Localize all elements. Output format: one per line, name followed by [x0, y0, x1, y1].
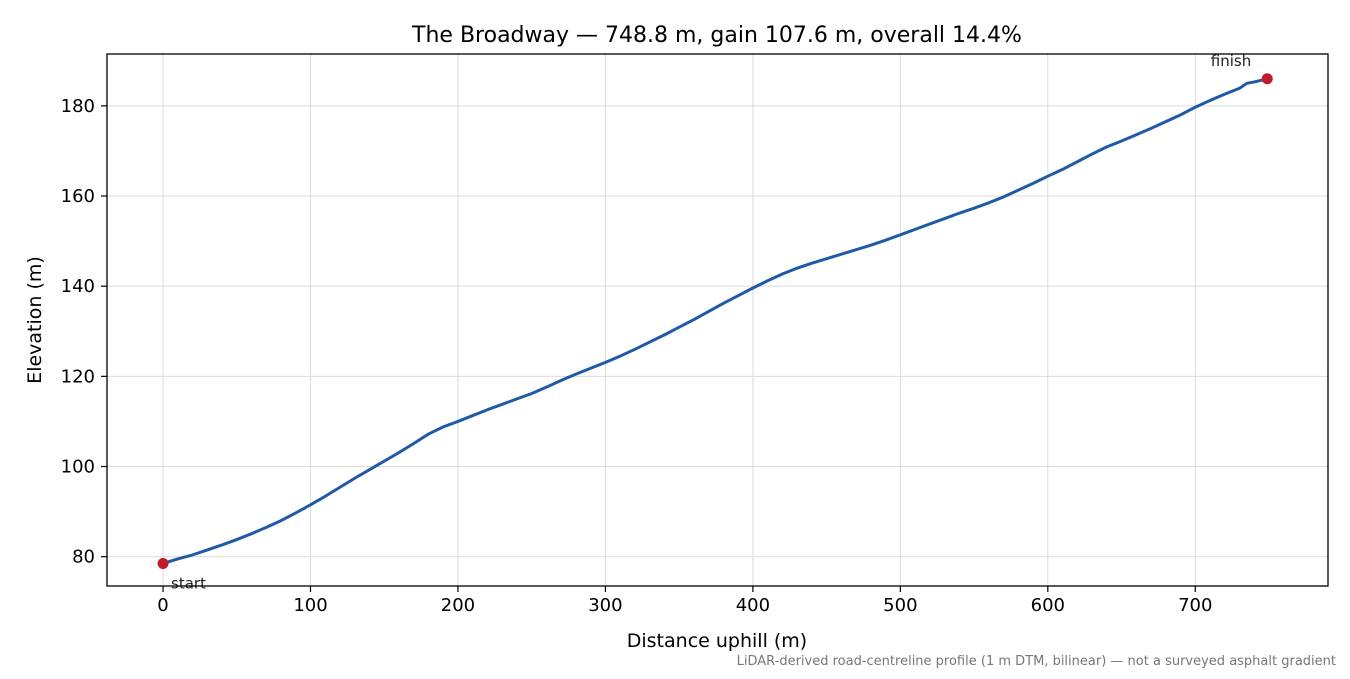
- y-tick-label: 100: [61, 457, 95, 478]
- x-tick-label: 0: [157, 595, 168, 616]
- footnote: LiDAR-derived road-centreline profile (1…: [737, 654, 1336, 669]
- x-tick-label: 600: [1031, 595, 1065, 616]
- grid-layer: [107, 54, 1328, 586]
- x-tick-label: 300: [588, 595, 622, 616]
- x-tick-label: 500: [883, 595, 917, 616]
- x-tick-label: 100: [293, 595, 327, 616]
- y-tick-label: 140: [61, 276, 95, 297]
- x-tick-label: 700: [1178, 595, 1212, 616]
- x-tick-label: 200: [441, 595, 475, 616]
- y-tick-label: 80: [72, 547, 95, 568]
- tick-layer: 0 100 200 300 400 500 600 700 80 100 120 140 160 180: [61, 96, 1213, 616]
- start-label: start: [171, 574, 206, 592]
- y-axis-label: Elevation (m): [24, 256, 46, 384]
- finish-marker: [1261, 73, 1273, 85]
- elevation-line: [161, 77, 1269, 565]
- x-tick-label: 400: [736, 595, 770, 616]
- y-tick-label: 160: [61, 186, 95, 207]
- chart-title: The Broadway — 748.8 m, gain 107.6 m, ov…: [411, 23, 1022, 48]
- y-tick-label: 120: [61, 366, 95, 387]
- series-layer: [161, 77, 1269, 565]
- finish-label: finish: [1211, 52, 1251, 70]
- y-tick-label: 180: [61, 96, 95, 117]
- start-marker: [157, 557, 169, 569]
- x-axis-label: Distance uphill (m): [627, 630, 807, 652]
- plot-frame: [106, 53, 1329, 587]
- marker-layer: start finish: [157, 52, 1273, 592]
